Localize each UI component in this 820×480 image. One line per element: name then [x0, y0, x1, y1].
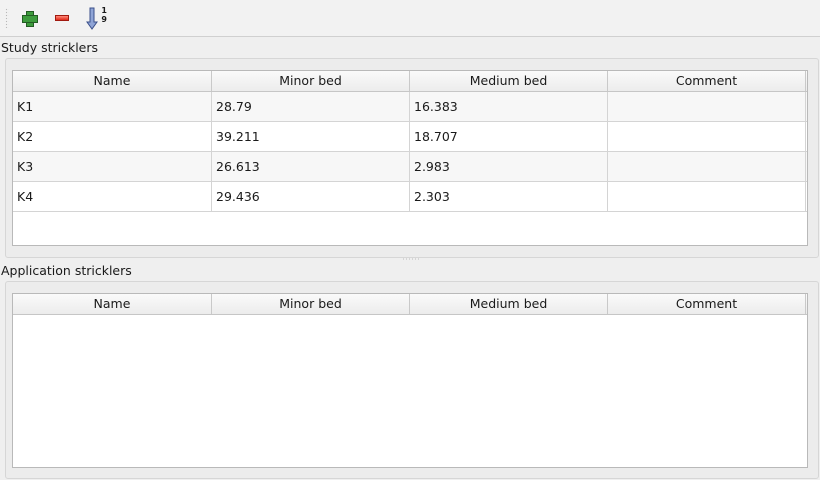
table-cell[interactable] — [608, 92, 806, 121]
column-header[interactable]: Medium bed — [410, 71, 608, 91]
study-table-header: Name Minor bed Medium bed Comment — [13, 71, 807, 92]
table-row[interactable]: K1 28.79 16.383 — [13, 92, 807, 122]
column-header[interactable]: Name — [13, 71, 212, 91]
plus-icon — [22, 11, 38, 27]
application-group-title: Application stricklers — [1, 263, 132, 278]
table-cell[interactable]: 26.613 — [212, 152, 410, 181]
table-cell[interactable]: 2.983 — [410, 152, 608, 181]
table-cell[interactable]: 39.211 — [212, 122, 410, 151]
application-table-header: Name Minor bed Medium bed Comment — [13, 294, 807, 315]
table-cell[interactable]: K4 — [13, 182, 212, 211]
table-row[interactable]: K4 29.436 2.303 — [13, 182, 807, 212]
study-group-title: Study stricklers — [1, 40, 99, 55]
table-cell[interactable]: 2.303 — [410, 182, 608, 211]
study-table-body: K1 28.79 16.383 K2 39.211 18.707 K3 26.613 2.983… — [13, 92, 807, 212]
table-cell[interactable] — [608, 182, 806, 211]
table-cell[interactable]: 18.707 — [410, 122, 608, 151]
table-cell[interactable]: 29.436 — [212, 182, 410, 211]
toolbar-grip[interactable] — [5, 8, 9, 28]
sort-top: 1 — [101, 6, 107, 15]
table-row[interactable]: K3 26.613 2.983 — [13, 152, 807, 182]
sort-arrow-icon — [86, 7, 98, 30]
table-cell[interactable]: K1 — [13, 92, 212, 121]
splitter-handle[interactable] — [402, 258, 420, 260]
table-cell[interactable]: 16.383 — [410, 92, 608, 121]
table-cell[interactable]: K2 — [13, 122, 212, 151]
column-header[interactable]: Medium bed — [410, 294, 608, 314]
application-table[interactable]: Name Minor bed Medium bed Comment — [12, 293, 808, 468]
column-header[interactable]: Minor bed — [212, 294, 410, 314]
column-header[interactable]: Minor bed — [212, 71, 410, 91]
table-cell[interactable]: K3 — [13, 152, 212, 181]
table-cell[interactable] — [608, 152, 806, 181]
column-header[interactable]: Comment — [608, 294, 806, 314]
remove-button[interactable] — [50, 6, 74, 30]
sort-bottom: 9 — [101, 15, 107, 24]
study-table[interactable]: Name Minor bed Medium bed Comment K1 28.79 16… — [12, 70, 808, 246]
table-cell[interactable]: 28.79 — [212, 92, 410, 121]
minus-icon — [55, 15, 69, 21]
column-header[interactable]: Comment — [608, 71, 806, 91]
table-cell[interactable] — [608, 122, 806, 151]
add-button[interactable] — [17, 6, 41, 30]
table-row[interactable]: K2 39.211 18.707 — [13, 122, 807, 152]
column-header[interactable]: Name — [13, 294, 212, 314]
